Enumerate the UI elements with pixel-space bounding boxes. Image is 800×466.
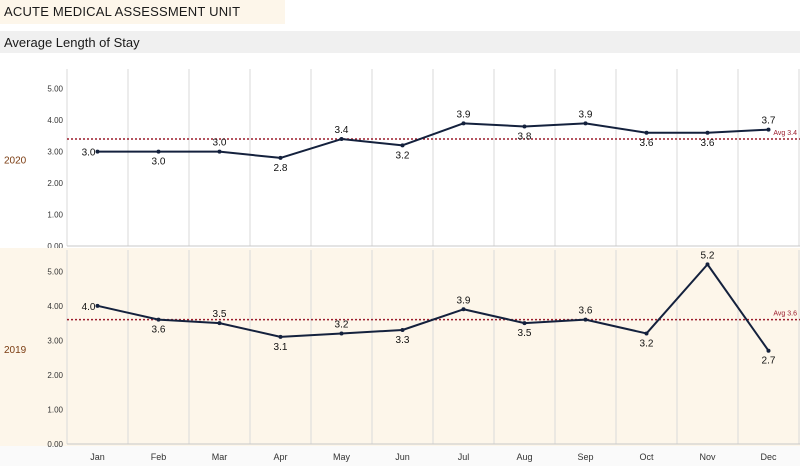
data-label: 3.1: [274, 342, 288, 353]
subtitle-bar: Average Length of Stay: [0, 31, 800, 53]
series-label-2019: 2019: [4, 345, 27, 356]
y-tick-label: 3.00: [47, 336, 63, 345]
data-point: [522, 124, 527, 129]
data-point: [461, 121, 466, 126]
y-tick-label: 2.00: [47, 179, 63, 188]
average-label-2019: Avg 3.6: [773, 311, 797, 318]
x-tick-label: Dec: [760, 452, 777, 462]
data-point: [95, 149, 100, 154]
data-label: 3.4: [335, 125, 349, 136]
data-label: 3.2: [640, 338, 654, 349]
data-point: [217, 149, 222, 154]
y-tick-label: 3.00: [47, 148, 63, 157]
data-point: [705, 262, 710, 267]
data-label: 3.2: [396, 150, 410, 161]
data-point: [461, 307, 466, 312]
x-tick-label: Oct: [639, 452, 654, 462]
x-axis-band: [0, 446, 800, 466]
data-label: 3.0: [213, 138, 227, 149]
x-tick-label: Feb: [151, 452, 167, 462]
chart-subtitle: Average Length of Stay: [4, 35, 140, 50]
data-label: 2.8: [274, 163, 288, 174]
y-tick-label: 5.00: [47, 85, 63, 94]
average-label-2020: Avg 3.4: [773, 130, 797, 137]
data-label: 3.6: [152, 325, 166, 336]
y-tick-label: 0.00: [47, 440, 63, 449]
y-tick-label: 4.00: [47, 116, 63, 125]
data-point: [766, 348, 771, 353]
y-tick-label: 1.00: [47, 405, 63, 414]
data-label: 3.5: [518, 328, 532, 339]
y-tick-label: 0.00: [47, 242, 63, 251]
data-point: [156, 317, 161, 322]
x-tick-label: May: [333, 452, 351, 462]
data-point: [583, 317, 588, 322]
x-tick-label: Jan: [90, 452, 105, 462]
data-label: 4.0: [82, 302, 96, 313]
x-tick-label: Mar: [212, 452, 228, 462]
data-label: 2.7: [762, 356, 776, 367]
data-point: [583, 121, 588, 126]
data-point: [278, 334, 283, 339]
x-tick-label: Jun: [395, 452, 410, 462]
data-label: 3.2: [335, 319, 349, 330]
data-point: [156, 149, 161, 154]
x-tick-label: Sep: [577, 452, 593, 462]
data-point: [278, 155, 283, 160]
data-label: 3.6: [640, 138, 654, 149]
series-line-2019: [97, 263, 770, 352]
title-bar: ACUTE MEDICAL ASSESSMENT UNIT: [0, 0, 285, 24]
x-tick-label: Jul: [458, 452, 470, 462]
y-tick-label: 4.00: [47, 302, 63, 311]
data-label: 3.8: [518, 131, 532, 142]
data-label: 3.9: [457, 109, 471, 120]
data-point: [644, 130, 649, 135]
data-label: 3.6: [579, 306, 593, 317]
data-label: 3.0: [152, 157, 166, 168]
y-tick-label: 2.00: [47, 371, 63, 380]
data-point: [339, 137, 344, 142]
x-tick-label: Nov: [699, 452, 716, 462]
data-point: [644, 331, 649, 336]
y-tick-label: 5.00: [47, 267, 63, 276]
y-tick-label: 1.00: [47, 211, 63, 220]
data-point: [705, 130, 710, 135]
x-tick-label: Apr: [273, 452, 287, 462]
data-label: 3.9: [579, 109, 593, 120]
data-label: 3.3: [396, 335, 410, 346]
data-point: [766, 127, 771, 132]
data-point: [95, 303, 100, 308]
data-point: [339, 331, 344, 336]
series-line-2020: [97, 122, 769, 159]
x-tick-label: Aug: [516, 452, 532, 462]
data-point: [400, 328, 405, 332]
data-label: 3.5: [213, 309, 227, 320]
data-label: 3.9: [457, 295, 471, 306]
data-label: 5.2: [701, 250, 715, 261]
panel-background-2019: [0, 248, 800, 446]
data-label: 3.6: [701, 138, 715, 149]
data-point: [400, 143, 405, 148]
data-label: 3.0: [82, 148, 96, 159]
data-label: 3.7: [762, 116, 776, 127]
series-label-2020: 2020: [4, 156, 27, 167]
page-title: ACUTE MEDICAL ASSESSMENT UNIT: [4, 4, 241, 19]
data-point: [522, 321, 527, 326]
data-point: [217, 321, 222, 326]
